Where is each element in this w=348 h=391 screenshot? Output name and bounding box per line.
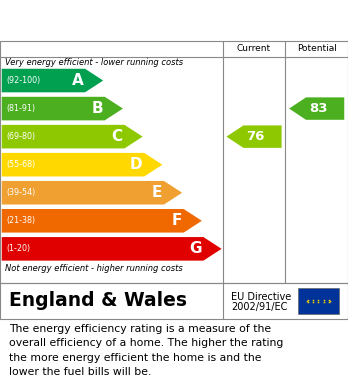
Bar	[298, 289, 339, 314]
Polygon shape	[2, 125, 143, 149]
Text: 83: 83	[309, 102, 327, 115]
Polygon shape	[2, 69, 103, 92]
Text: Very energy efficient - lower running costs: Very energy efficient - lower running co…	[5, 58, 183, 67]
Text: 2002/91/EC: 2002/91/EC	[231, 302, 288, 312]
Text: (1-20): (1-20)	[6, 244, 30, 253]
Text: EU Directive: EU Directive	[231, 292, 292, 302]
Polygon shape	[2, 97, 123, 120]
Text: 76: 76	[246, 130, 264, 143]
Text: Not energy efficient - higher running costs: Not energy efficient - higher running co…	[5, 264, 183, 273]
Text: The energy efficiency rating is a measure of the
overall efficiency of a home. T: The energy efficiency rating is a measur…	[9, 324, 283, 377]
Polygon shape	[2, 153, 163, 176]
Text: (55-68): (55-68)	[6, 160, 35, 169]
Text: F: F	[172, 213, 182, 228]
Text: C: C	[112, 129, 123, 144]
Text: Potential: Potential	[297, 44, 337, 53]
Text: Current: Current	[237, 44, 271, 53]
Text: D: D	[130, 157, 143, 172]
Polygon shape	[2, 181, 182, 204]
Text: (81-91): (81-91)	[6, 104, 35, 113]
Text: Energy Efficiency Rating: Energy Efficiency Rating	[10, 13, 232, 28]
Text: A: A	[72, 73, 83, 88]
Text: England & Wales: England & Wales	[9, 291, 187, 310]
Polygon shape	[227, 126, 282, 148]
Text: G: G	[189, 241, 202, 256]
Text: (69-80): (69-80)	[6, 132, 35, 141]
Polygon shape	[289, 97, 344, 120]
Polygon shape	[2, 237, 222, 261]
Text: (39-54): (39-54)	[6, 188, 35, 197]
Text: (21-38): (21-38)	[6, 216, 35, 225]
Text: B: B	[92, 101, 103, 116]
Text: (92-100): (92-100)	[6, 76, 40, 85]
Polygon shape	[2, 209, 202, 233]
Text: E: E	[152, 185, 162, 200]
